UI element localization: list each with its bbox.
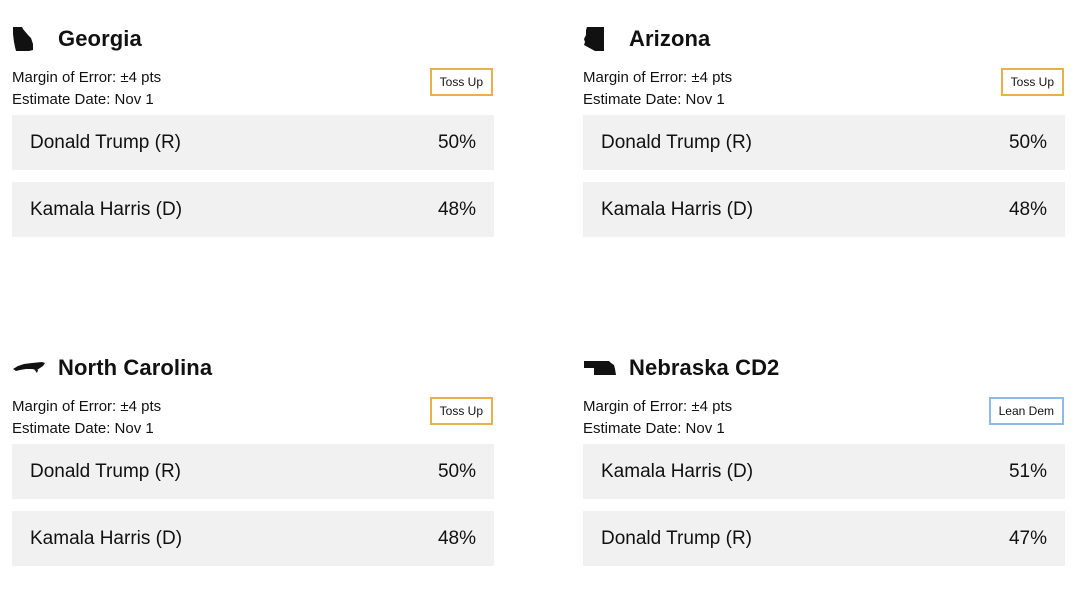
candidate-name: Donald Trump (R) — [30, 131, 181, 153]
candidate-name: Kamala Harris (D) — [601, 198, 754, 220]
race-meta: Margin of Error: ±4 pts Estimate Date: N… — [583, 67, 1065, 115]
margin-of-error-value: ±4 pts — [120, 398, 162, 415]
state-name: Arizona — [629, 26, 711, 51]
margin-of-error-label: Margin of Error: — [583, 69, 688, 86]
estimate-date: Estimate Date: Nov 1 — [12, 89, 494, 111]
estimate-date-label: Estimate Date: — [12, 420, 111, 437]
race-card-north-carolina: North Carolina Margin of Error: ±4 pts E… — [12, 351, 494, 578]
estimate-date-value: Nov 1 — [114, 420, 154, 437]
estimate-date-value: Nov 1 — [685, 420, 725, 437]
candidate-name: Donald Trump (R) — [30, 460, 181, 482]
margin-of-error: Margin of Error: ±4 pts — [583, 396, 1065, 418]
margin-of-error-label: Margin of Error: — [12, 398, 117, 415]
margin-of-error: Margin of Error: ±4 pts — [12, 396, 494, 418]
estimate-date: Estimate Date: Nov 1 — [583, 418, 1065, 440]
candidate-row: Donald Trump (R) 50% — [583, 115, 1065, 170]
estimate-date-value: Nov 1 — [685, 91, 725, 108]
rating-badge: Toss Up — [1000, 68, 1064, 96]
candidate-row: Kamala Harris (D) 48% — [12, 511, 494, 566]
margin-of-error-value: ±4 pts — [691, 69, 733, 86]
state-name: North Carolina — [58, 355, 213, 380]
candidate-row: Donald Trump (R) 50% — [12, 115, 494, 170]
estimate-date: Estimate Date: Nov 1 — [583, 89, 1065, 111]
race-header: Georgia — [12, 22, 494, 56]
race-header: Arizona — [583, 22, 1065, 56]
georgia-map-icon — [12, 26, 48, 52]
race-meta: Margin of Error: ±4 pts Estimate Date: N… — [12, 396, 494, 444]
candidate-percent: 48% — [437, 527, 476, 549]
candidate-name: Donald Trump (R) — [601, 131, 752, 153]
north-carolina-map-icon — [12, 355, 48, 381]
race-meta: Margin of Error: ±4 pts Estimate Date: N… — [583, 396, 1065, 444]
margin-of-error-label: Margin of Error: — [583, 398, 688, 415]
margin-of-error-value: ±4 pts — [120, 69, 162, 86]
candidate-percent: 51% — [1008, 460, 1047, 482]
candidate-row: Kamala Harris (D) 51% — [583, 444, 1065, 499]
candidate-percent: 48% — [437, 198, 476, 220]
race-card-arizona: Arizona Margin of Error: ±4 pts Estimate… — [583, 22, 1065, 249]
estimate-date: Estimate Date: Nov 1 — [12, 418, 494, 440]
candidate-name: Kamala Harris (D) — [601, 460, 754, 482]
estimate-date-label: Estimate Date: — [583, 420, 682, 437]
candidate-row: Kamala Harris (D) 48% — [12, 182, 494, 237]
nebraska-map-icon — [583, 355, 619, 381]
candidate-percent: 50% — [1008, 131, 1047, 153]
candidate-row: Donald Trump (R) 47% — [583, 511, 1065, 566]
candidate-percent: 47% — [1008, 527, 1047, 549]
margin-of-error: Margin of Error: ±4 pts — [12, 67, 494, 89]
margin-of-error-value: ±4 pts — [691, 398, 733, 415]
candidate-row: Kamala Harris (D) 48% — [583, 182, 1065, 237]
candidate-percent: 50% — [437, 460, 476, 482]
race-header: Nebraska CD2 — [583, 351, 1065, 385]
candidate-row: Donald Trump (R) 50% — [12, 444, 494, 499]
margin-of-error: Margin of Error: ±4 pts — [583, 67, 1065, 89]
race-meta: Margin of Error: ±4 pts Estimate Date: N… — [12, 67, 494, 115]
estimate-date-label: Estimate Date: — [583, 91, 682, 108]
margin-of-error-label: Margin of Error: — [12, 69, 117, 86]
race-card-nebraska-cd2: Nebraska CD2 Margin of Error: ±4 pts Est… — [583, 351, 1065, 578]
candidate-percent: 50% — [437, 131, 476, 153]
rating-badge: Toss Up — [429, 68, 493, 96]
rating-badge: Lean Dem — [988, 397, 1064, 425]
candidate-percent: 48% — [1008, 198, 1047, 220]
estimate-date-value: Nov 1 — [114, 91, 154, 108]
estimate-date-label: Estimate Date: — [12, 91, 111, 108]
arizona-map-icon — [583, 26, 619, 52]
race-header: North Carolina — [12, 351, 494, 385]
candidate-name: Kamala Harris (D) — [30, 527, 183, 549]
candidate-name: Kamala Harris (D) — [30, 198, 183, 220]
rating-badge: Toss Up — [429, 397, 493, 425]
state-name: Nebraska CD2 — [629, 355, 780, 380]
race-card-georgia: Georgia Margin of Error: ±4 pts Estimate… — [12, 22, 494, 249]
state-name: Georgia — [58, 26, 142, 51]
candidate-name: Donald Trump (R) — [601, 527, 752, 549]
